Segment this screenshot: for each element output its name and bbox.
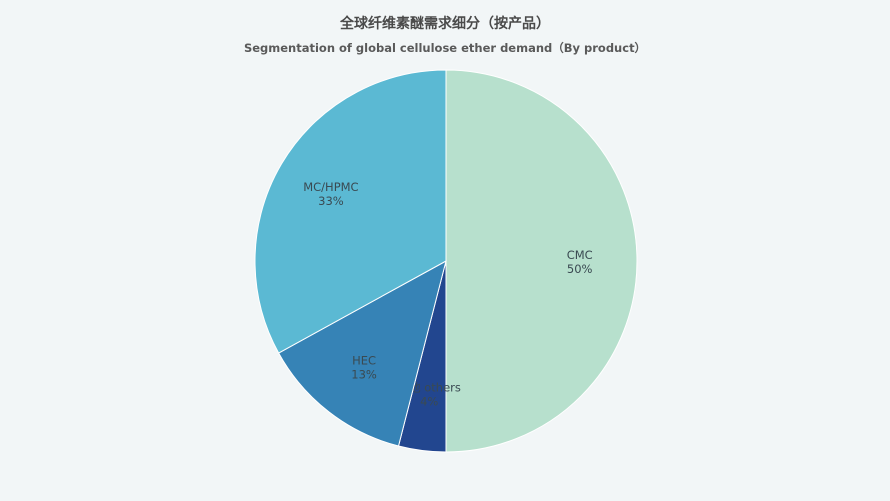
pie-slice-mc-hpmc <box>254 69 447 354</box>
slice-value-cmc: 50% <box>567 262 593 276</box>
slice-label-cmc: CMC 50% <box>567 248 593 276</box>
slice-category-hec: HEC <box>352 354 376 368</box>
chart-subtitle: Segmentation of global cellulose ether d… <box>243 41 647 55</box>
slice-label-hec: HEC 13% <box>351 354 377 382</box>
slice-category-cmc: CMC <box>567 248 593 262</box>
pie-slice-hec <box>277 260 447 447</box>
slice-value-hec: 13% <box>351 368 377 382</box>
slice-value-others: 4% <box>420 395 438 409</box>
slice-value-mc-hpmc: 33% <box>318 194 344 208</box>
slice-category-mc-hpmc: MC/HPMC <box>303 180 358 194</box>
slice-label-mc-hpmc: MC/HPMC 33% <box>303 180 358 208</box>
chart-title: 全球纤维素醚需求细分（按产品） <box>340 16 550 32</box>
pie-slice-cmc <box>445 69 638 453</box>
